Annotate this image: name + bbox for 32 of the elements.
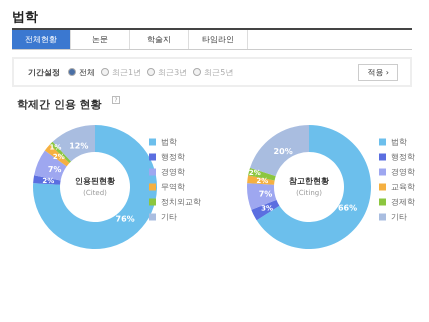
data-label: 66%: [338, 204, 358, 213]
legend-label: 기타: [391, 212, 407, 222]
legend-label: 정치외교학: [161, 198, 201, 206]
legend-label: 경영학: [391, 168, 415, 176]
text: 적용 ›: [358, 64, 398, 80]
data-label: 76%: [116, 214, 135, 224]
legend-label: 무역학: [161, 182, 185, 192]
chart-title: 학제간 인용 현황: [17, 98, 102, 111]
text: 기간설정: [28, 66, 60, 78]
text: 최근3년: [157, 66, 188, 78]
data-label: 7%: [258, 189, 272, 198]
legend-label: 행정학: [391, 152, 415, 162]
legend-label: 교육학: [391, 182, 415, 192]
legend-label: 행정학: [161, 152, 185, 162]
text: 법학: [12, 9, 39, 27]
legend-label: 경제학: [391, 198, 415, 206]
legend-label: 법학: [391, 138, 407, 146]
text: 최근5년: [203, 66, 234, 78]
legend-label: 경영학: [161, 168, 185, 176]
text: 인용된현황: [75, 176, 115, 186]
text: 학술지: [130, 30, 189, 49]
legend-label: 기타: [161, 212, 177, 222]
data-label: 20%: [274, 146, 293, 156]
text: 타임라인: [189, 30, 248, 49]
data-label: 12%: [69, 142, 88, 151]
text: 최근1년: [111, 66, 142, 78]
data-label: 7%: [48, 165, 62, 174]
legend-label: 법학: [161, 138, 177, 146]
text: 참고한현황: [289, 176, 329, 186]
text: 전체: [78, 66, 95, 78]
text: 전체현황: [12, 30, 71, 49]
text: 논문: [71, 30, 130, 49]
